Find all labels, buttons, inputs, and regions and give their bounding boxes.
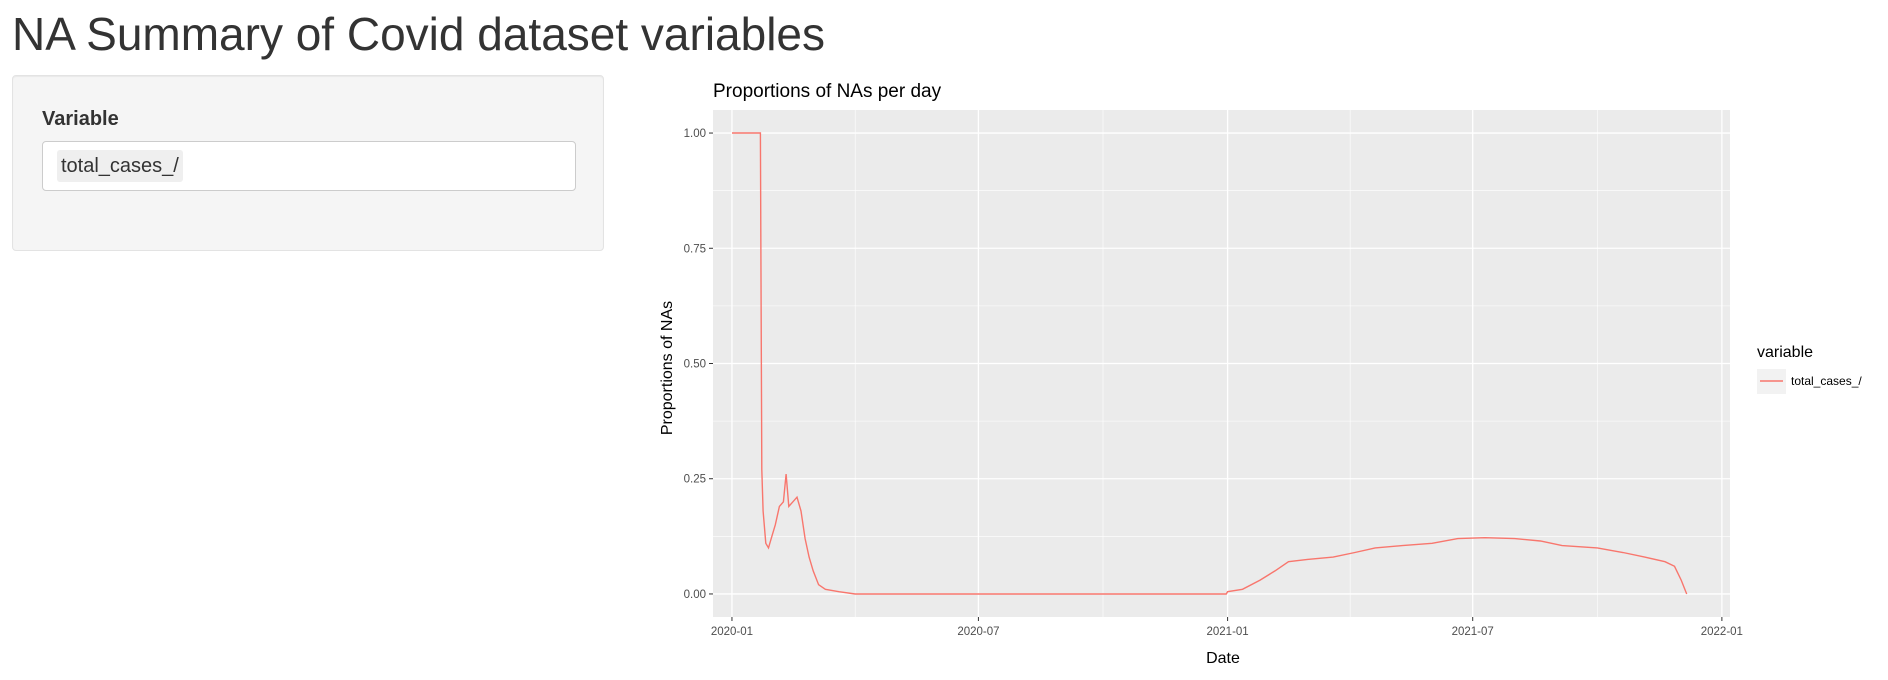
y-tick-label: 0.25 xyxy=(684,474,706,486)
chart-title: Proportions of NAs per day xyxy=(713,81,942,102)
sidebar-panel: Variable total_cases_/ xyxy=(12,75,604,251)
legend-title: variable xyxy=(1757,344,1813,361)
y-tick-label: 0.00 xyxy=(684,589,706,601)
series-line-total-cases xyxy=(732,132,1688,595)
legend: variable total_cases_/ xyxy=(1757,344,1862,394)
y-tick-label: 0.75 xyxy=(684,243,706,255)
y-axis: 0.00 0.25 0.50 0.75 1.00 xyxy=(684,128,713,601)
x-tick-label: 2022-01 xyxy=(1701,626,1743,638)
page-title: NA Summary of Covid dataset variables xyxy=(12,8,826,60)
x-tick-label: 2020-01 xyxy=(711,626,753,638)
x-tick-label: 2021-07 xyxy=(1452,626,1494,638)
x-axis: 2020-01 2020-07 2021-01 2021-07 2022-01 xyxy=(711,617,1743,638)
y-tick-label: 1.00 xyxy=(684,128,706,140)
y-tick-label: 0.50 xyxy=(684,359,706,371)
x-tick-label: 2020-07 xyxy=(957,626,999,638)
grid-lines xyxy=(713,110,1730,617)
y-axis-title: Proportions of NAs xyxy=(659,301,676,435)
selected-variable-item[interactable]: total_cases_/ xyxy=(57,150,183,182)
x-axis-title: Date xyxy=(1206,650,1240,667)
legend-entry-total-cases: total_cases_/ xyxy=(1791,374,1862,388)
variable-select[interactable]: total_cases_/ xyxy=(42,141,576,191)
x-tick-label: 2021-01 xyxy=(1206,626,1248,638)
variable-label: Variable xyxy=(42,108,119,130)
